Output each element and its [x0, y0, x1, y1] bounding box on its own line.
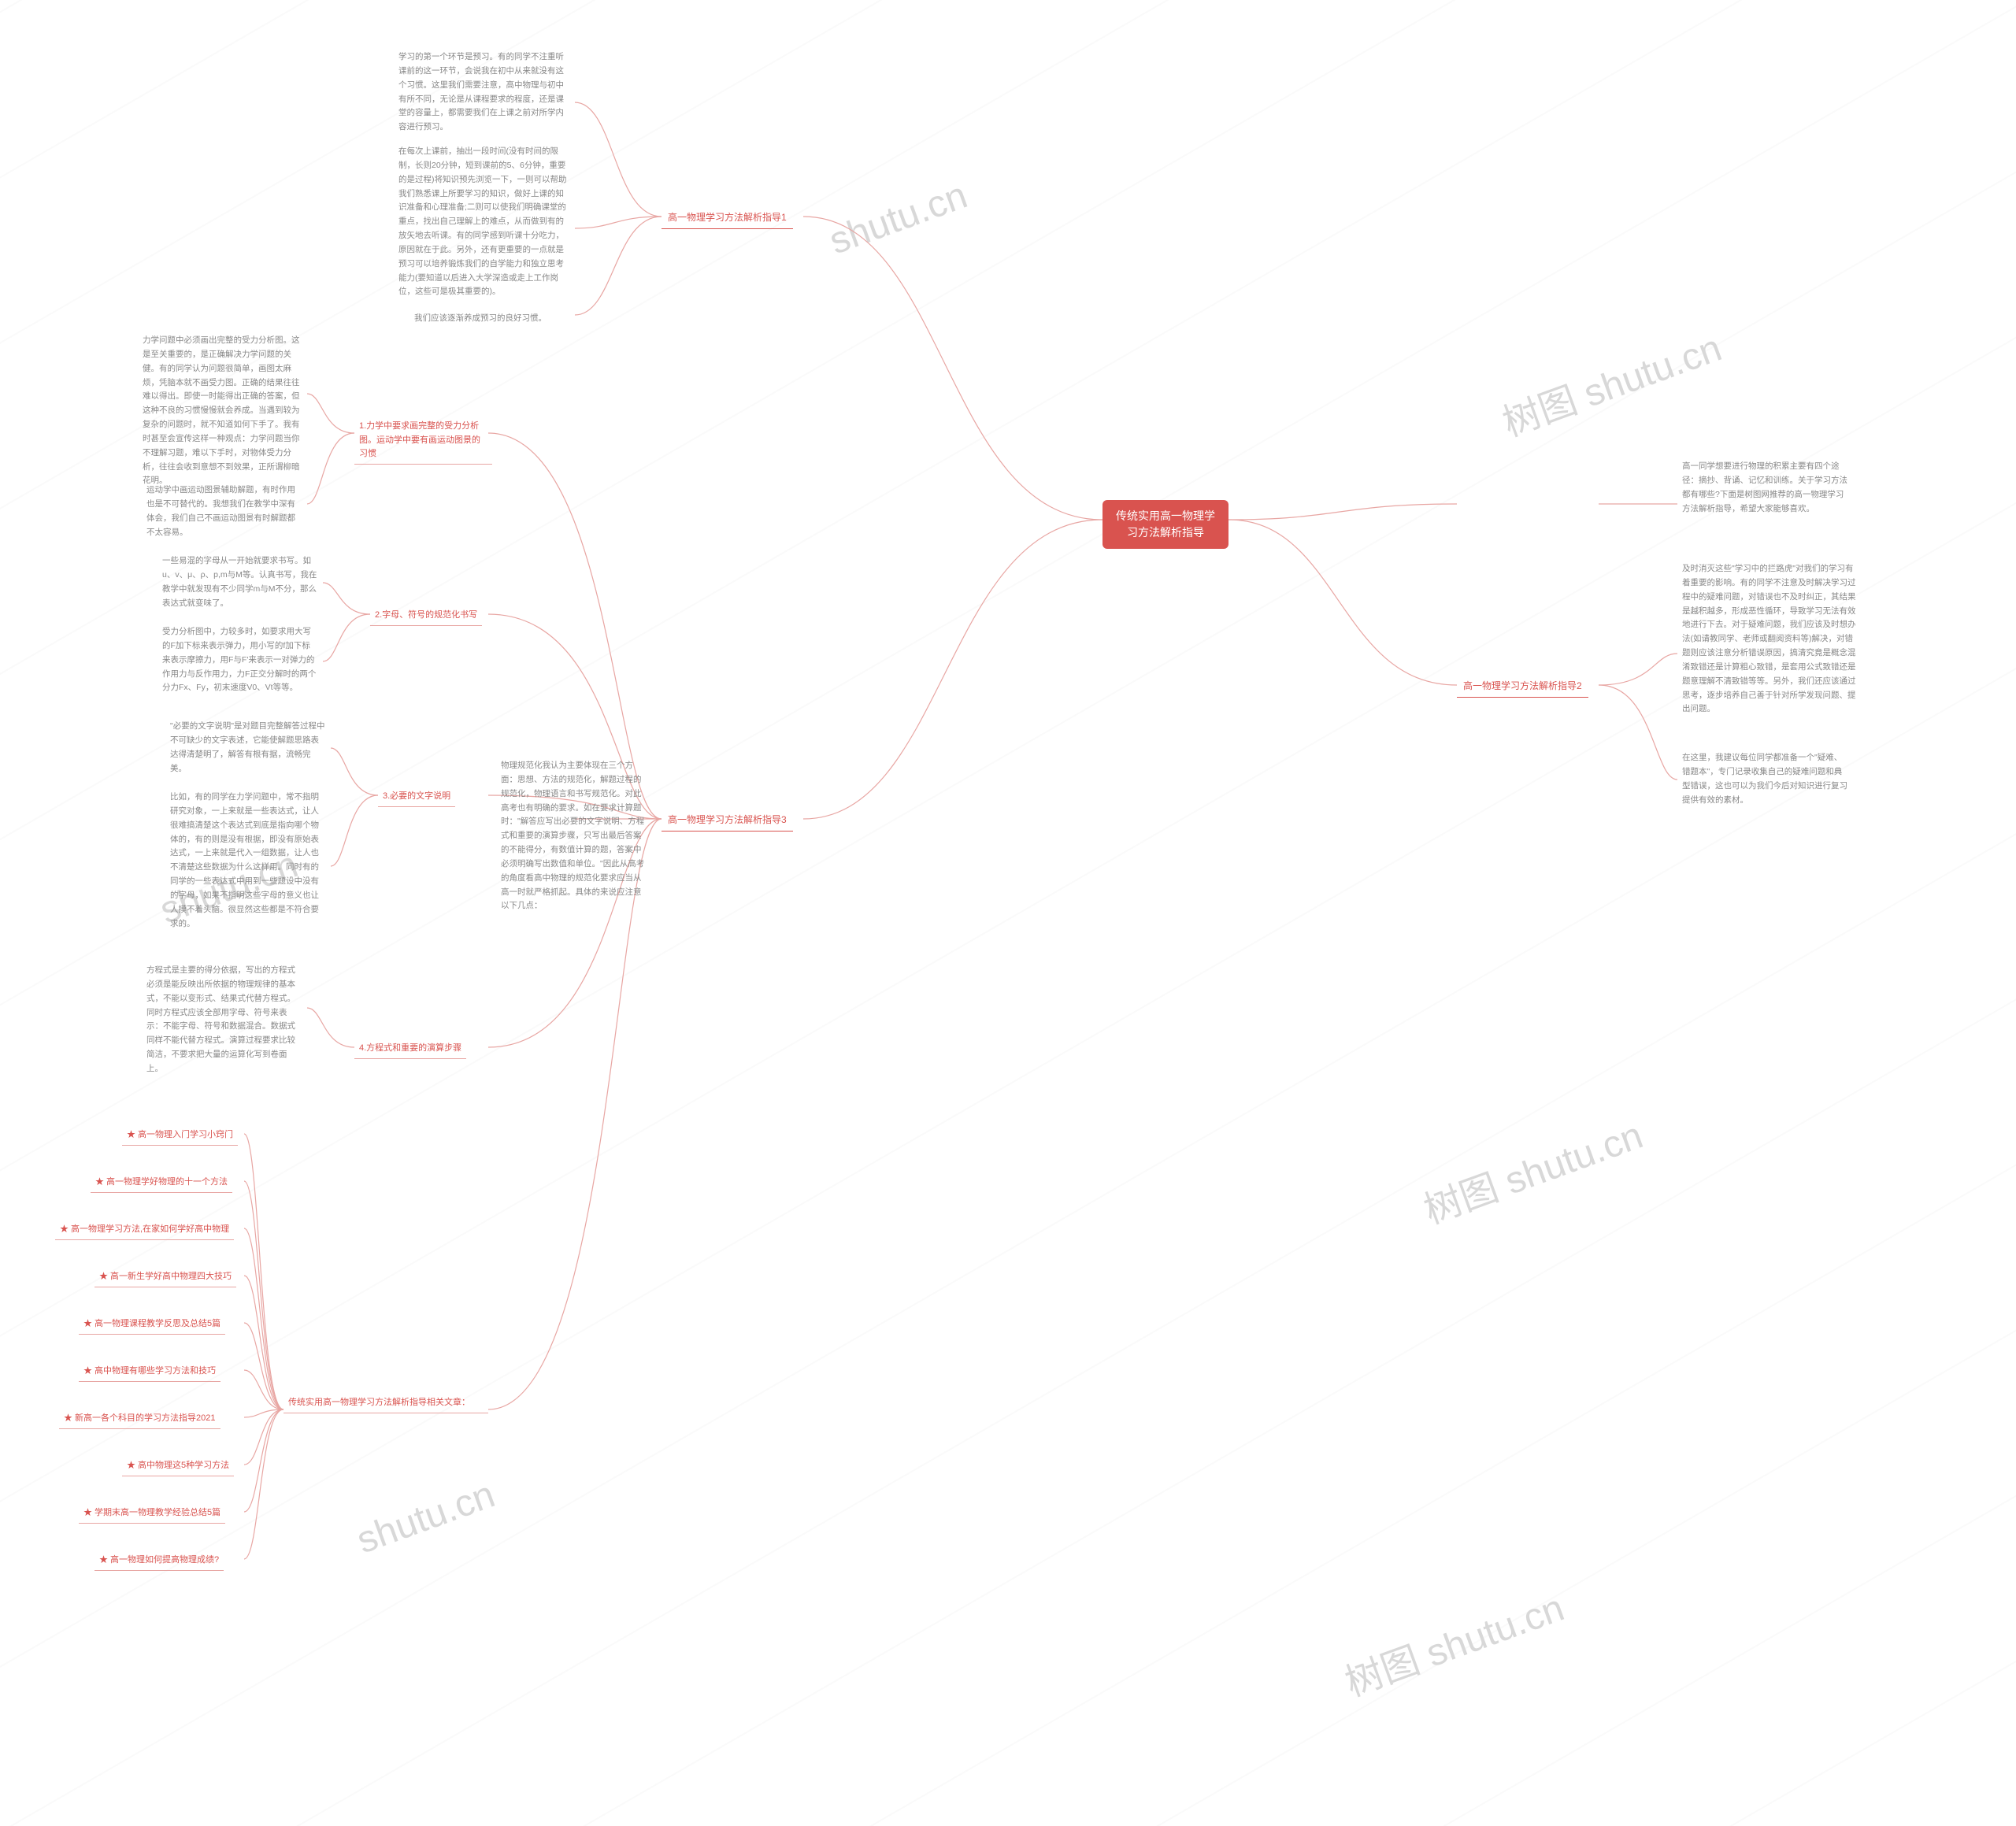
sec3-title: 3.必要的文字说明: [378, 787, 455, 807]
related-item-7[interactable]: ★ 高中物理这5种学习方法: [122, 1457, 234, 1476]
sec1-title: 1.力学中要求画完整的受力分析图。运动学中要有画运动图景的习惯: [354, 417, 492, 465]
sec2-title: 2.字母、符号的规范化书写: [370, 606, 482, 626]
related-item-2[interactable]: ★ 高一物理学习方法,在家如何学好高中物理: [55, 1220, 234, 1240]
branch-guide1: 高一物理学习方法解析指导1: [662, 207, 793, 229]
branch-guide3: 高一物理学习方法解析指导3: [662, 809, 793, 832]
related-item-3[interactable]: ★ 高一新生学好高中物理四大技巧: [94, 1268, 236, 1287]
sec1-p2: 运动学中画运动图景辅助解题，有时作用也是不可替代的。我想我们在教学中深有体会，我…: [142, 480, 307, 543]
sec2-p1: 一些易混的字母从一开始就要求书写。如u、v、μ、ρ、p,m与M等。认真书写，我在…: [158, 551, 323, 613]
sec3-p1: "必要的文字说明"是对题目完整解答过程中不可缺少的文字表述，它能使解题思路表达得…: [165, 717, 331, 779]
root-node: 传统实用高一物理学习方法解析指导: [1102, 500, 1228, 549]
related-item-6[interactable]: ★ 新高一各个科目的学习方法指导2021: [59, 1409, 220, 1429]
guide3-intro: 物理规范化我认为主要体现在三个方面：思想、方法的规范化，解题过程的规范化，物理语…: [496, 756, 654, 917]
watermark: 树图 shutu.cn: [1494, 317, 1728, 446]
related-item-4[interactable]: ★ 高一物理课程教学反思及总结5篇: [79, 1315, 225, 1335]
guide2-p2: 在这里，我建议每位同学都准备一个"疑难、错题本"，专门记录收集自己的疑难问题和典…: [1677, 748, 1855, 810]
guide1-p2: 在每次上课前，抽出一段时间(没有时间的限制，长则20分钟，短到课前的5、6分钟，…: [394, 142, 575, 302]
watermark: shutu.cn: [351, 1473, 500, 1563]
guide1-p3: 我们应该逐渐养成预习的良好习惯。: [410, 309, 575, 329]
sec1-p1: 力学问题中必须画出完整的受力分析图。这是至关重要的，是正确解决力学问题的关健。有…: [138, 331, 307, 491]
watermark: 树图 shutu.cn: [1415, 1104, 1649, 1234]
sec4-title: 4.方程式和重要的演算步骤: [354, 1039, 466, 1059]
watermark: shutu.cn: [824, 174, 973, 264]
watermark: 树图 shutu.cn: [1336, 1576, 1570, 1706]
sec2-p2: 受力分析图中，力较多时，如要求用大写的F加下标来表示弹力，用小写的f加下标来表示…: [158, 622, 323, 698]
intro-text: 高一同学想要进行物理的积累主要有四个途径：摘抄、背诵、记忆和训练。关于学习方法都…: [1677, 457, 1855, 519]
guide2-p1: 及时消灭这些"学习中的拦路虎"对我们的学习有着重要的影响。有的同学不注意及时解决…: [1677, 559, 1862, 720]
related-item-1[interactable]: ★ 高一物理学好物理的十一个方法: [91, 1173, 232, 1193]
related-item-5[interactable]: ★ 高中物理有哪些学习方法和技巧: [79, 1362, 220, 1382]
sec3-p2: 比如，有的同学在力学问题中，常不指明研究对象，一上来就是一些表达式，让人很难搞清…: [165, 787, 331, 934]
related-item-9[interactable]: ★ 高一物理如何提高物理成绩?: [94, 1551, 224, 1571]
sec4-p1: 方程式是主要的得分依据，写出的方程式必须是能反映出所依据的物理规律的基本式，不能…: [142, 961, 307, 1080]
branch-guide2: 高一物理学习方法解析指导2: [1457, 676, 1588, 698]
related-title: 传统实用高一物理学习方法解析指导相关文章：: [284, 1394, 488, 1413]
related-item-8[interactable]: ★ 学期末高一物理教学经验总结5篇: [79, 1504, 225, 1524]
related-item-0[interactable]: ★ 高一物理入门学习小窍门: [122, 1126, 238, 1146]
guide1-p1: 学习的第一个环节是预习。有的同学不注重听课前的这一环节，会说我在初中从来就没有这…: [394, 47, 575, 138]
